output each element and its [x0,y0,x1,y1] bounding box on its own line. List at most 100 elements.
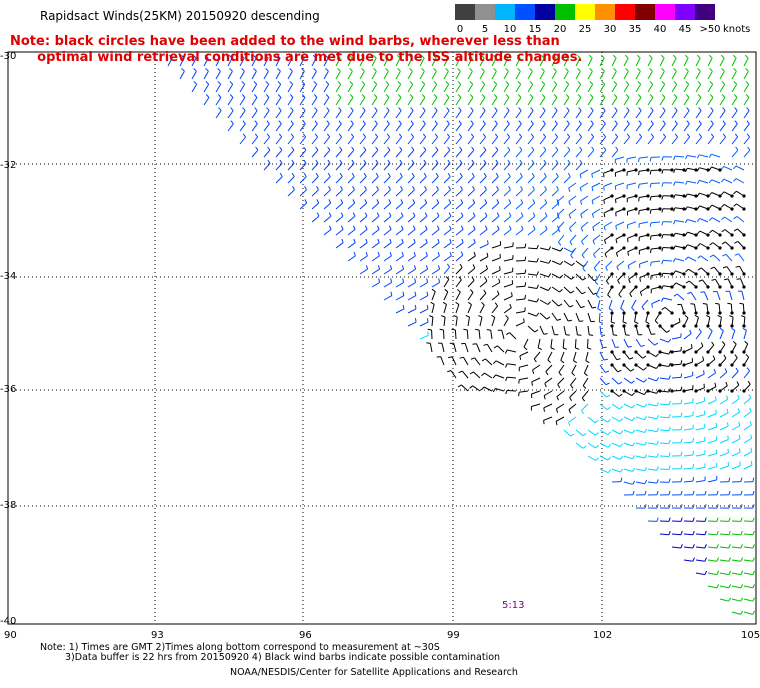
wind-barb [731,107,738,119]
wind-barb [359,186,367,197]
wind-barb [659,338,672,343]
wind-barb [431,133,439,145]
wind-barb [646,324,656,335]
wind-barb [544,377,553,388]
wind-barb [575,54,581,67]
wind-barb [299,146,307,158]
wind-barb [539,81,546,93]
wind-barb [706,382,717,393]
wind-barb [347,212,356,223]
wind-barb [227,81,234,93]
wind-barb [479,54,485,67]
wind-barb [323,54,329,67]
wind-barb [682,358,693,367]
wind-barb [467,159,475,171]
wind-barb [694,383,705,393]
wind-barb [695,410,706,418]
wind-barb [287,186,295,197]
wind-barb [287,120,294,132]
wind-barb [467,133,475,145]
wind-barb [677,303,686,315]
wind-barb [659,133,667,145]
wind-barb [443,276,450,288]
wind-barb [611,146,619,158]
wind-barb [611,429,624,435]
wind-barb [455,238,464,249]
colorbar-label: 10 [503,24,517,35]
wind-barb [719,517,731,522]
wind-barb [275,68,281,80]
wind-barb [335,68,341,80]
wind-barb [215,107,222,119]
wind-barb [431,107,438,119]
wind-barb [647,453,659,458]
wind-barb [670,386,683,393]
wind-barb [611,120,618,132]
wind-barb [731,584,744,589]
wind-barb [719,448,729,457]
wind-barb [407,133,415,145]
wind-barb [611,54,617,67]
wind-barb [527,271,539,276]
wind-barb [659,400,671,406]
wind-barb [263,68,269,80]
wind-barb [695,107,702,119]
wind-barb [623,455,636,460]
wind-barb [527,284,539,289]
wind-barb [335,212,344,223]
wind-barb [371,212,380,223]
wind-barb [683,54,689,67]
wind-barb [239,81,246,93]
wind-barb [696,218,709,223]
wind-barb [419,318,429,327]
wind-barb [431,251,440,262]
colorbar-swatch [675,4,695,20]
wind-barb [673,181,685,186]
wind-barb [594,273,601,285]
wind-barb [251,146,259,158]
wind-barb [707,530,719,536]
wind-barb [431,159,439,171]
wind-barb [527,212,536,223]
wind-barb [587,429,599,436]
wind-barb [635,107,642,119]
wind-barb [395,186,403,197]
wind-barb [518,364,529,372]
wind-barb [718,381,728,393]
wind-barb [707,584,720,589]
wind-barb [299,94,306,106]
wind-barb [575,442,587,449]
colorbar-swatch [535,4,555,20]
lon-label-90: 90 [4,630,17,641]
wind-barb [491,266,501,275]
wind-barb [685,280,698,289]
wind-barb [467,172,475,184]
wind-barb [671,451,683,457]
wind-barb [263,81,270,93]
wind-barb [527,94,534,106]
wind-barb [627,221,637,229]
wind-barb [359,172,367,184]
wind-barb [568,403,577,414]
lon-label-102: 102 [593,630,613,641]
wind-barb [491,94,498,106]
wind-barb [733,203,746,211]
wind-barb [623,338,632,348]
wind-barb [743,477,755,483]
wind-barb [359,107,366,119]
wind-barb [610,389,623,397]
wind-barb [347,225,356,236]
wind-barb [479,225,488,236]
wind-barb [480,386,493,392]
wind-barb [395,68,401,80]
wind-barb [743,120,750,132]
wind-barb [467,212,476,223]
wind-barb [683,329,692,340]
wind-barb [718,354,727,367]
wind-barb [696,167,710,172]
colorbar-label: 30 [603,24,617,35]
wind-barb [347,133,355,145]
wind-barb [383,199,392,210]
wind-barb [459,356,469,366]
